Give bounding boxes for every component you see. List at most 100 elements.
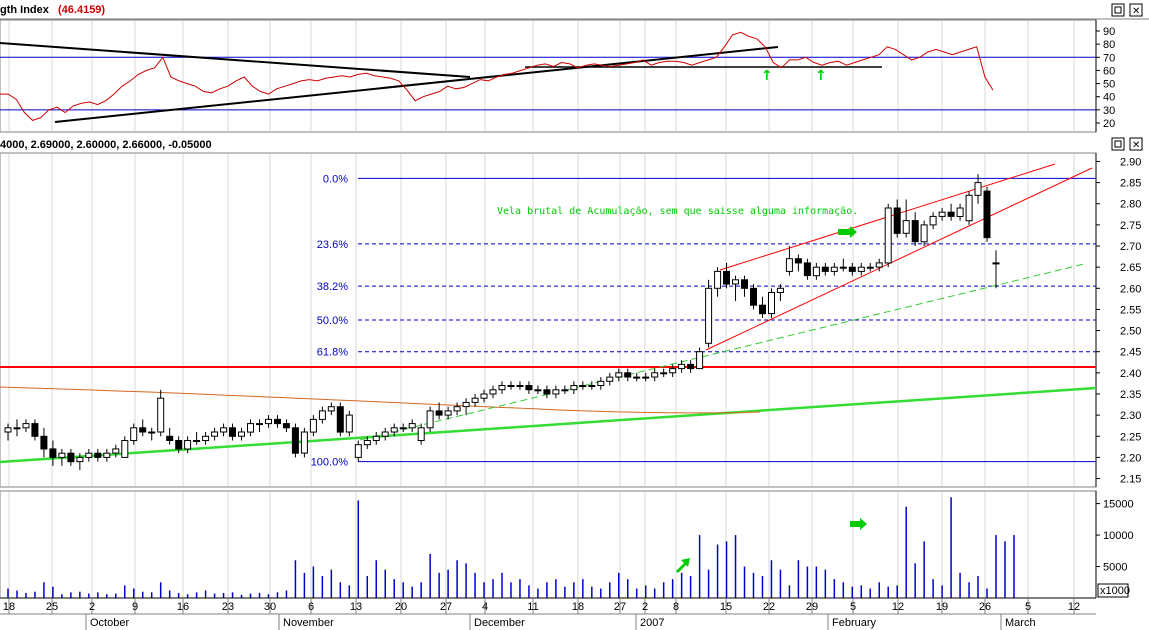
candle-body — [309, 418, 317, 433]
rsi-plot-area — [0, 19, 1097, 133]
price-tick-label: 2.20 — [1120, 452, 1141, 464]
candle-body — [866, 266, 874, 269]
candle-body — [130, 427, 138, 441]
x-month-label: December — [474, 617, 525, 629]
x-day-label: 5 — [850, 601, 856, 613]
rsi-grid — [8, 20, 1075, 132]
candle-body — [507, 385, 515, 387]
x-day-label: 23 — [222, 601, 234, 613]
candle-body — [812, 266, 820, 277]
candle-body — [615, 372, 623, 378]
x-month-label: 2007 — [640, 617, 664, 629]
candle-body — [22, 423, 30, 429]
candle-body — [741, 279, 748, 289]
volume-panel: 15000 10000 5000 x1000 — [0, 490, 1134, 599]
candle-body — [750, 287, 757, 306]
candle-body — [372, 435, 380, 441]
candle-body — [103, 452, 111, 458]
candle-body — [776, 287, 784, 293]
candle-body — [462, 401, 470, 408]
price-tick-label: 2.30 — [1120, 410, 1141, 422]
x-day-label: 5 — [1025, 601, 1031, 613]
price-close-button[interactable] — [1129, 137, 1143, 151]
candle-body — [785, 258, 793, 272]
candle-body — [76, 456, 84, 463]
candle-body — [121, 440, 129, 458]
x-day-label: 2 — [642, 601, 648, 613]
candle-body — [884, 207, 892, 264]
candle-body — [336, 406, 344, 433]
candle-body — [363, 440, 371, 446]
candle-body — [444, 410, 452, 416]
price-minimize-button[interactable] — [1111, 137, 1125, 151]
fibonacci-label: 38.2% — [317, 281, 348, 293]
price-tick-label: 2.90 — [1120, 156, 1141, 168]
volume-axis-ticks: 15000 10000 5000 — [1096, 499, 1134, 574]
rsi-tick-label: 90 — [1103, 26, 1115, 38]
rsi-tick-label: 30 — [1103, 105, 1115, 117]
price-panel: 4000, 2.69000, 2.60000, 2.66000, -0.0500… — [0, 134, 1149, 488]
candle-body — [606, 376, 614, 382]
candle-body — [956, 207, 964, 217]
rsi-trendlines — [0, 42, 882, 123]
dashed-trendline — [359, 263, 1085, 441]
fibonacci-label: 100.0% — [311, 457, 349, 469]
moving-average-line — [0, 386, 761, 414]
candle-body — [471, 397, 479, 403]
maximize-icon — [1114, 6, 1122, 14]
rsi-arrow-annotations: ↑ ↑ — [761, 68, 827, 84]
price-axis-ticks: 2.90 2.85 2.80 2.75 2.70 2.65 2.60 2.55 2.50 2.45… — [1096, 156, 1141, 486]
fibonacci-label: 0.0% — [323, 173, 348, 185]
candle-body — [300, 431, 308, 454]
maximize-icon — [1114, 140, 1122, 148]
candle-body — [85, 452, 93, 458]
candle-body — [318, 410, 326, 420]
x-day-label: 25 — [46, 601, 58, 613]
candle-body — [399, 427, 407, 430]
candle-body — [579, 385, 587, 387]
x-day-label: 29 — [806, 601, 818, 613]
volume-plot-area — [0, 490, 1097, 599]
candle-body — [875, 262, 883, 268]
x-day-label: 18 — [3, 601, 15, 613]
candle-body — [992, 262, 1000, 265]
candle-body — [4, 427, 12, 433]
candle-body — [938, 211, 946, 217]
rsi-levels — [0, 56, 1096, 111]
candle-body — [929, 215, 937, 226]
candle-body — [759, 304, 766, 315]
rsi-close-button[interactable] — [1129, 3, 1143, 17]
candle-body — [821, 266, 829, 272]
price-tick-label: 2.80 — [1120, 199, 1141, 211]
rsi-tick-label: 20 — [1103, 118, 1115, 130]
volume-tick-label: 10000 — [1103, 530, 1134, 542]
fibonacci-label: 61.8% — [317, 347, 348, 359]
candle-body — [893, 207, 901, 234]
volume-tick-label: 5000 — [1103, 562, 1127, 574]
rsi-minimize-button[interactable] — [1111, 3, 1125, 17]
channel-lower-line — [705, 167, 1093, 351]
candle-body — [669, 368, 677, 374]
price-tick-label: 2.55 — [1120, 304, 1141, 316]
up-right-arrow-icon — [676, 558, 690, 573]
candle-body — [193, 440, 201, 442]
candle-body — [678, 363, 686, 370]
rsi-tick-label: 50 — [1103, 79, 1115, 91]
price-tick-label: 2.70 — [1120, 241, 1141, 253]
candle-body — [570, 385, 578, 391]
x-month-label: October — [90, 617, 129, 629]
candle-body — [498, 385, 506, 391]
annotation-text: Vela brutal de Acumulação, sem que saiss… — [497, 206, 858, 217]
candle-body — [282, 423, 290, 429]
candle-body — [94, 452, 102, 458]
candle-body — [947, 211, 955, 217]
candle-body — [794, 258, 802, 264]
candle-body — [597, 380, 605, 386]
candle-body — [408, 423, 416, 429]
candle-body — [839, 266, 847, 269]
x-day-label: 13 — [350, 601, 362, 613]
candle-body — [651, 372, 659, 378]
candle-body — [112, 448, 120, 454]
candle-body — [354, 444, 362, 458]
